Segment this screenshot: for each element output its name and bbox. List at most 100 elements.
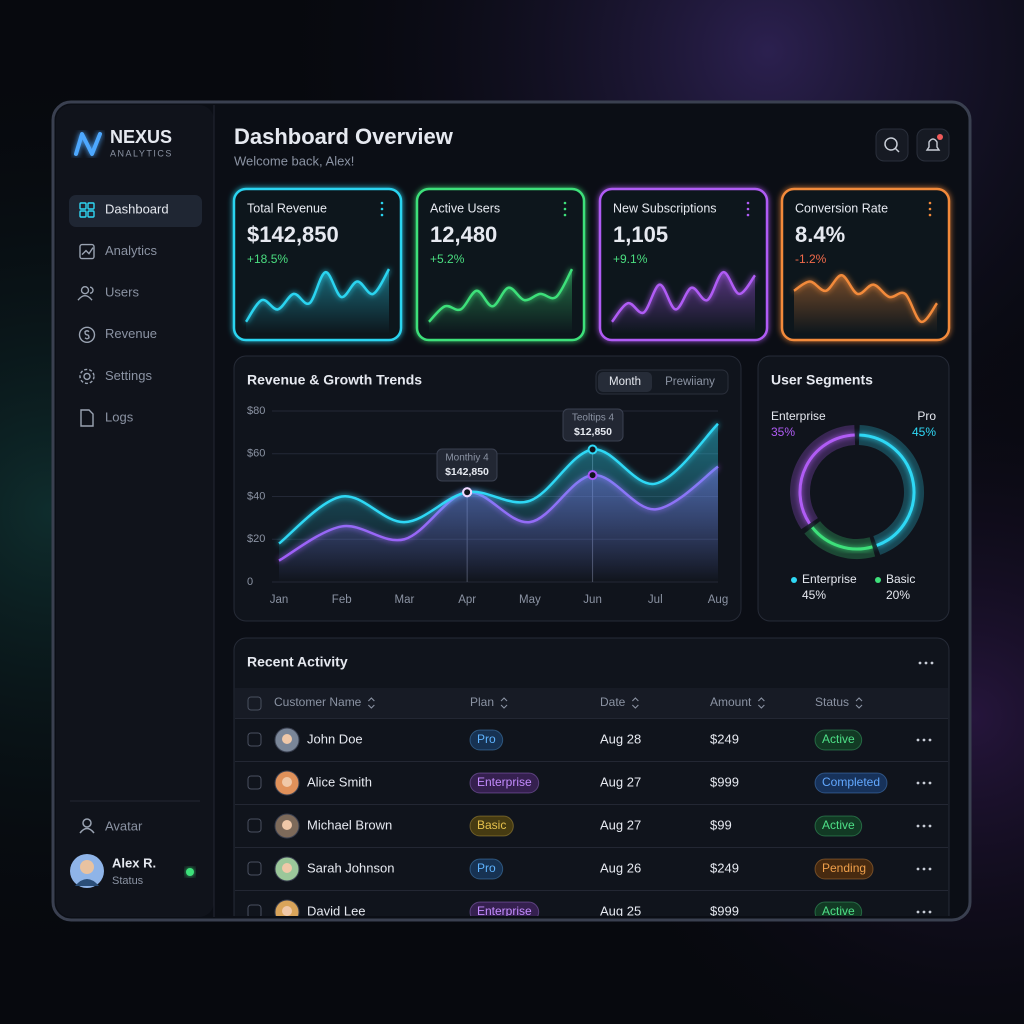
legend-value: 20% xyxy=(886,588,910,602)
donut-slice-outline xyxy=(798,433,855,525)
nav-item[interactable]: Avatar xyxy=(105,818,143,833)
toggle-option[interactable]: Month xyxy=(609,376,641,388)
row-menu-dot[interactable] xyxy=(922,910,926,914)
donut-slice-outline xyxy=(811,526,873,551)
avatar-face xyxy=(282,820,292,830)
badge-text: Enterprise xyxy=(477,775,532,789)
sort-icon xyxy=(855,697,863,709)
sparkline xyxy=(793,274,939,324)
search-icon xyxy=(884,137,898,151)
kpi-change: +5.2% xyxy=(430,252,465,266)
row-menu-dot[interactable] xyxy=(928,781,932,785)
row-menu-dot[interactable] xyxy=(916,867,920,871)
column-header[interactable]: Date xyxy=(600,695,626,709)
nav-active-bg xyxy=(69,195,202,227)
checkbox[interactable] xyxy=(247,861,262,876)
checkbox[interactable] xyxy=(247,904,262,918)
date: Aug 27 xyxy=(600,817,641,832)
notifications-button[interactable] xyxy=(916,128,950,162)
x-tick-label: May xyxy=(519,594,541,606)
amount: $999 xyxy=(710,774,739,789)
brand-sub: ANALYTICS xyxy=(110,148,173,158)
row-menu-dot[interactable] xyxy=(922,781,926,785)
row-menu-dot[interactable] xyxy=(928,910,932,914)
row-menu-dot[interactable] xyxy=(928,738,932,742)
row-menu-dot[interactable] xyxy=(916,738,920,742)
row-menu-dot[interactable] xyxy=(922,867,926,871)
nav-icon xyxy=(79,202,95,218)
legend-value: 45% xyxy=(802,588,826,602)
avatar-body xyxy=(75,879,99,886)
nav-item[interactable]: Logs xyxy=(105,409,134,424)
row-menu-dot[interactable] xyxy=(928,867,932,871)
chart-title: Revenue & Growth Trends xyxy=(247,372,422,388)
nav-item[interactable]: Analytics xyxy=(105,243,158,258)
badge xyxy=(814,858,874,880)
row-menu-dot[interactable] xyxy=(928,824,932,828)
search-icon xyxy=(894,147,900,153)
nav-item[interactable]: Settings xyxy=(105,368,152,383)
logo xyxy=(74,132,102,156)
donut-slice-outline xyxy=(859,433,916,547)
kpi-menu-dot xyxy=(380,213,384,217)
nav-item[interactable]: Users xyxy=(105,285,139,300)
point xyxy=(462,487,473,498)
sparkline-area xyxy=(794,275,937,334)
amount: $249 xyxy=(710,860,739,875)
kpi-menu-dot xyxy=(563,207,567,211)
badge xyxy=(469,901,540,916)
page-title: Dashboard Overview xyxy=(234,124,454,149)
badge-text: Active xyxy=(822,904,855,918)
kpi-title: Conversion Rate xyxy=(795,201,888,215)
customer-name: David Lee xyxy=(307,903,366,918)
kpi-value: $142,850 xyxy=(247,222,339,247)
checkbox[interactable] xyxy=(247,696,262,711)
row-menu-dot[interactable] xyxy=(916,910,920,914)
badge xyxy=(814,729,863,751)
column-header[interactable]: Amount xyxy=(710,695,752,709)
segment-value: 45% xyxy=(912,425,936,439)
search-button[interactable] xyxy=(875,128,909,162)
toggle-active xyxy=(598,372,652,392)
menu-dot xyxy=(918,661,922,665)
badge xyxy=(469,729,504,751)
row-menu-dot[interactable] xyxy=(916,781,920,785)
column-header[interactable]: Plan xyxy=(470,695,494,709)
activity-title: Recent Activity xyxy=(247,654,348,670)
line xyxy=(278,422,719,545)
row-menu-dot[interactable] xyxy=(922,738,926,742)
user-name: Alex R. xyxy=(112,855,156,870)
badge-text: Active xyxy=(822,732,855,746)
column-header[interactable]: Status xyxy=(815,695,849,709)
avatar-face xyxy=(80,860,94,874)
amount: $999 xyxy=(710,903,739,918)
nav-item[interactable]: Revenue xyxy=(105,326,157,341)
badge-text: Active xyxy=(822,818,855,832)
segment-name: Pro xyxy=(917,409,936,423)
kpi-menu-dot xyxy=(928,213,932,217)
area xyxy=(279,423,718,582)
checkbox[interactable] xyxy=(247,818,262,833)
tooltip xyxy=(562,408,624,442)
row-menu-dot[interactable] xyxy=(922,824,926,828)
notification-dot xyxy=(937,134,943,140)
segment-value: 35% xyxy=(771,425,795,439)
kpi-value: 12,480 xyxy=(430,222,497,247)
sort-icon xyxy=(757,697,765,709)
checkbox[interactable] xyxy=(247,732,262,747)
checkbox[interactable] xyxy=(247,775,262,790)
nav-item[interactable]: Dashboard xyxy=(105,201,169,216)
toggle-option[interactable]: Prewiiany xyxy=(665,376,715,388)
kpi-change: +9.1% xyxy=(613,252,648,266)
kpi-menu-dot xyxy=(928,207,932,211)
customer-name: Alice Smith xyxy=(307,774,372,789)
segments-card xyxy=(757,355,950,622)
row-menu-dot[interactable] xyxy=(916,824,920,828)
amount: $249 xyxy=(710,731,739,746)
column-header[interactable]: Customer Name xyxy=(274,695,362,709)
tooltip xyxy=(436,448,498,482)
y-tick-label: 0 xyxy=(247,576,253,588)
legend-dot xyxy=(875,577,881,583)
point xyxy=(587,444,598,455)
